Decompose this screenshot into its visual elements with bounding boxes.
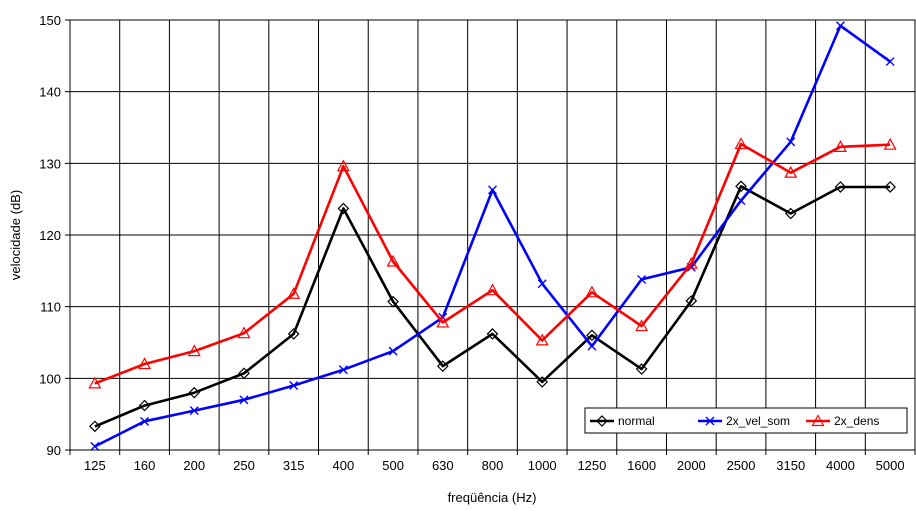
data-point (287, 287, 301, 299)
x-tick-label: 3150 (776, 458, 805, 473)
data-point (188, 386, 201, 399)
x-tick-label: 250 (233, 458, 255, 473)
x-tick-label: 1600 (627, 458, 656, 473)
x-tick-label: 2000 (677, 458, 706, 473)
series-2x_dens (88, 137, 897, 389)
legend-item-2x_vel_som: 2x_vel_som (698, 414, 790, 428)
x-tick-label: 800 (482, 458, 504, 473)
data-point (537, 279, 547, 289)
x-tick-label: 160 (134, 458, 156, 473)
data-point (585, 285, 599, 298)
y-axis-ticks: 90 100 110 120 130 140 150 (39, 13, 70, 458)
x-tick-label: 400 (333, 458, 355, 473)
legend-label: 2x_dens (834, 414, 879, 428)
x-tick-label: 500 (382, 458, 404, 473)
x-tick-label: 1000 (528, 458, 557, 473)
y-tick-label: 130 (39, 156, 61, 171)
data-point (237, 326, 251, 339)
data-point (89, 420, 101, 433)
data-point (387, 295, 399, 308)
legend: normal 2x_vel_som 2x_dens (584, 407, 908, 434)
data-point (388, 346, 398, 356)
data-point (784, 165, 798, 178)
data-point (187, 344, 201, 357)
data-point (337, 202, 350, 215)
legend-item-2x_dens: 2x_dens (806, 414, 879, 428)
legend-label: 2x_vel_som (726, 414, 790, 428)
data-point (488, 185, 497, 195)
data-point (686, 262, 696, 272)
y-tick-label: 110 (40, 300, 61, 315)
data-point (485, 283, 500, 296)
data-point (436, 315, 450, 328)
y-tick-label: 150 (39, 13, 61, 28)
data-point (140, 416, 150, 426)
data-point (883, 137, 897, 150)
x-axis-ticks: 125 160 200 250 315 400 500 630 800 1000 1250 1600 2… (69, 450, 916, 473)
data-point (736, 196, 746, 206)
data-point (786, 137, 796, 147)
x-axis-title: freqüência (Hz) (448, 490, 537, 505)
x-tick-label: 315 (283, 458, 305, 473)
data-point (885, 57, 895, 67)
data-point (884, 181, 896, 193)
legend-marker (811, 414, 825, 427)
data-point (535, 333, 549, 346)
data-point (834, 181, 847, 193)
data-point (586, 329, 598, 342)
data-point (287, 328, 300, 340)
data-point (536, 376, 549, 388)
data-point (338, 365, 348, 375)
x-tick-label: 630 (432, 458, 454, 473)
legend-marker (596, 415, 608, 427)
series-line (94, 185, 891, 428)
data-point (336, 159, 350, 172)
data-point (637, 274, 647, 284)
x-tick-label: 2500 (727, 458, 756, 473)
x-tick-label: 125 (84, 458, 106, 473)
y-axis-title: velocidade (dB) (8, 190, 23, 280)
data-point (486, 328, 499, 340)
legend-box (584, 407, 908, 434)
x-tick-label: 4000 (826, 458, 855, 473)
data-point (138, 357, 152, 370)
y-tick-label: 140 (39, 85, 61, 100)
legend-item-normal: normal (590, 414, 655, 428)
data-point (635, 363, 648, 375)
data-point (238, 367, 250, 380)
series-layer (88, 21, 897, 451)
data-point (436, 360, 449, 372)
x-tick-label: 1250 (577, 458, 606, 473)
y-tick-label: 120 (39, 228, 61, 243)
legend-label: normal (618, 414, 655, 428)
data-point (833, 140, 847, 152)
gridlines (70, 20, 915, 450)
data-point (784, 207, 797, 220)
y-tick-label: 90 (47, 443, 61, 458)
data-point (635, 319, 649, 332)
legend-marker (705, 416, 715, 426)
data-point (90, 441, 100, 451)
data-point (835, 21, 845, 31)
data-point (289, 381, 299, 390)
y-tick-label: 100 (39, 371, 61, 386)
data-point (138, 399, 151, 412)
series-line (94, 142, 891, 385)
data-point (239, 395, 249, 405)
data-point (386, 254, 400, 267)
data-point (88, 376, 102, 389)
data-point (684, 256, 698, 269)
data-point (734, 137, 748, 150)
data-point (189, 406, 199, 416)
series-normal (89, 180, 896, 433)
data-point (587, 341, 597, 351)
x-tick-label: 200 (183, 458, 205, 473)
data-point (735, 180, 747, 193)
data-point (685, 295, 698, 307)
x-tick-label: 5000 (876, 458, 905, 473)
plot-border (69, 19, 916, 451)
